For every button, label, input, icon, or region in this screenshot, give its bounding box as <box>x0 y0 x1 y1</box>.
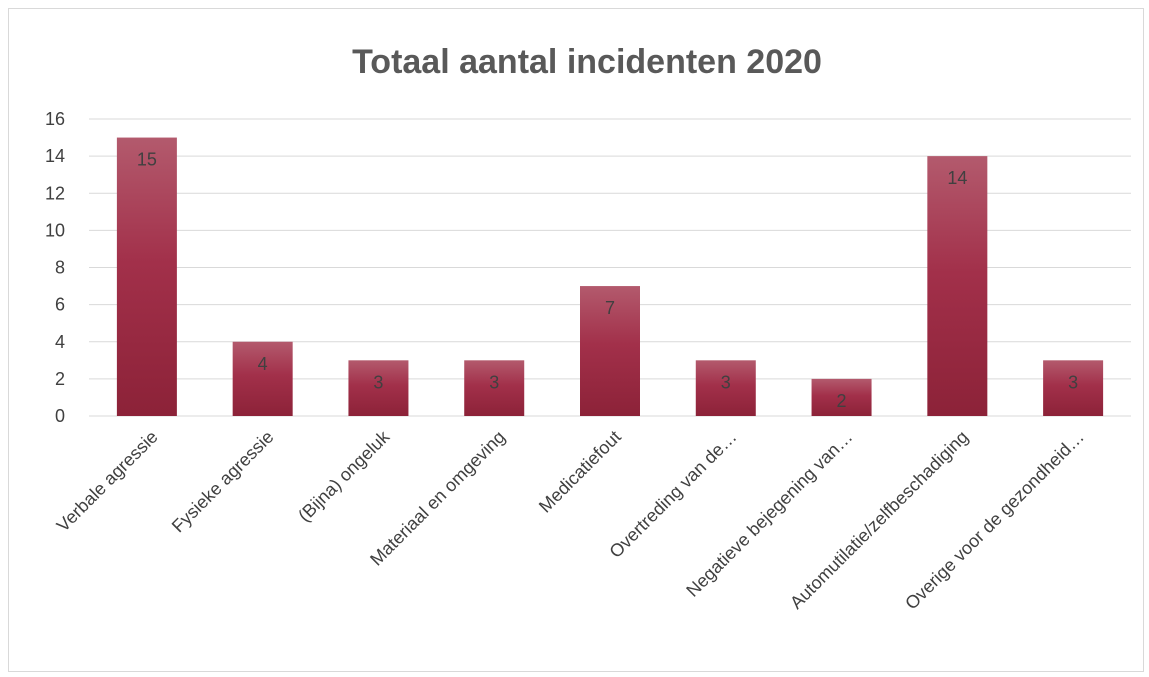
x-tick-label: Materiaal en omgeving <box>366 427 509 570</box>
y-tick-label: 16 <box>45 109 65 129</box>
data-labels: 15 4 3 3 7 3 2 14 3 <box>137 150 1078 411</box>
data-label: 14 <box>947 168 967 188</box>
bar-chart: Totaal aantal incidenten 2020 0 2 4 6 8 10 12 1… <box>45 43 1131 613</box>
y-tick-label: 8 <box>55 258 65 278</box>
chart-title: Totaal aantal incidenten 2020 <box>352 43 822 81</box>
bar <box>927 156 988 416</box>
bar <box>695 360 756 416</box>
data-label: 3 <box>721 372 731 392</box>
x-tick-label: Medicatiefout <box>535 427 625 517</box>
y-tick-label: 4 <box>55 332 65 352</box>
data-label: 3 <box>373 372 383 392</box>
y-tick-label: 14 <box>45 146 65 166</box>
y-tick-label: 10 <box>45 220 65 240</box>
x-tick-label: Verbale agressie <box>53 427 162 536</box>
bar <box>116 137 177 416</box>
chart-frame: Totaal aantal incidenten 2020 0 2 4 6 8 10 12 1… <box>8 8 1144 672</box>
y-axis-ticks: 0 2 4 6 8 10 12 14 16 <box>45 109 65 426</box>
bar <box>464 360 525 416</box>
y-tick-label: 2 <box>55 369 65 389</box>
data-label: 3 <box>489 372 499 392</box>
bar <box>580 286 640 416</box>
y-tick-label: 12 <box>45 183 65 203</box>
x-tick-label: Overtreding van de… <box>605 427 740 562</box>
x-tick-label: (Bijna) ongeluk <box>294 426 394 526</box>
data-label: 3 <box>1068 372 1078 392</box>
bars <box>116 137 1104 416</box>
data-label: 15 <box>137 150 157 170</box>
x-axis-ticks: Verbale agressie Fysieke agressie (Bijna) … <box>53 426 1088 613</box>
data-label: 7 <box>605 298 615 318</box>
bar <box>348 360 409 416</box>
x-tick-label: Fysieke agressie <box>168 427 278 537</box>
data-label: 2 <box>837 391 847 411</box>
bar <box>232 341 293 416</box>
bar <box>811 378 872 416</box>
bar <box>1043 360 1104 416</box>
y-tick-label: 6 <box>55 295 65 315</box>
y-tick-label: 0 <box>55 406 65 426</box>
data-label: 4 <box>258 354 268 374</box>
